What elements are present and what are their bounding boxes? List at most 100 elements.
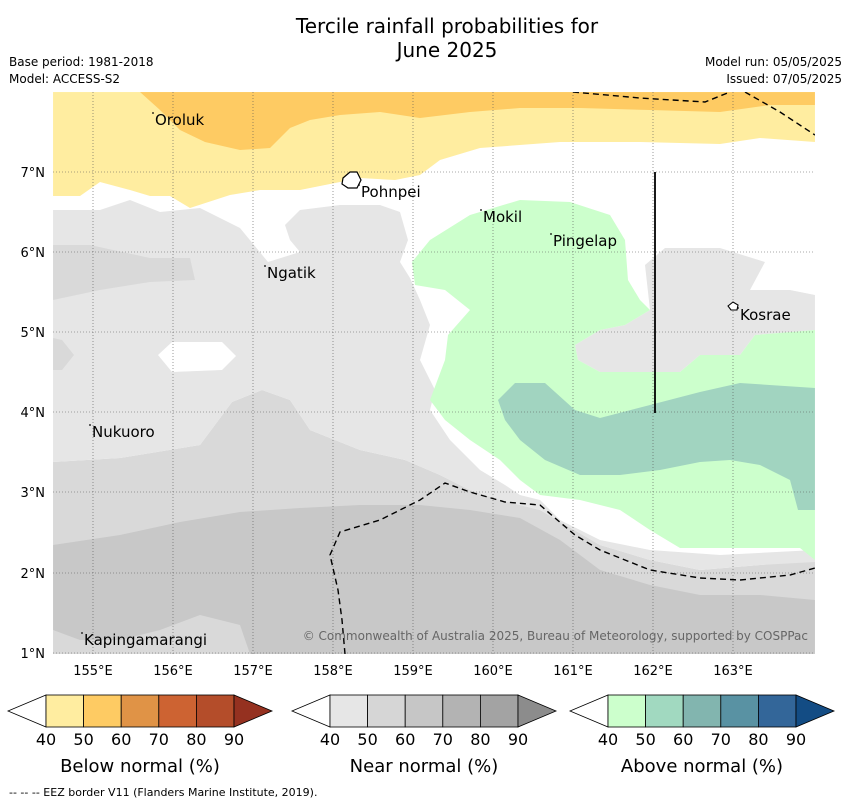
colorbar-tick-label: 70 <box>433 730 453 749</box>
x-tick-label: 162°E <box>633 664 673 679</box>
x-tick-label: 161°E <box>553 664 593 679</box>
colorbar-segment <box>645 694 684 728</box>
colorbar-tick-label: 80 <box>186 730 206 749</box>
y-tick-label: 1°N <box>21 647 46 662</box>
title-line-2: June 2025 <box>396 38 498 62</box>
colorbar-tick-label: 50 <box>73 730 93 749</box>
x-tick-label: 163°E <box>713 664 753 679</box>
colorbar-segment <box>479 694 519 728</box>
place-dot <box>152 112 154 114</box>
colorbar-tick-label: 60 <box>673 730 693 749</box>
copyright-notice: © Commonwealth of Australia 2025, Bureau… <box>303 629 808 643</box>
near-normal-40-region <box>53 200 815 570</box>
colorbar-tick-label: 90 <box>786 730 806 749</box>
colorbar-tick-label: 50 <box>635 730 655 749</box>
colorbar-segment <box>367 694 406 728</box>
white-gap-region <box>158 342 236 372</box>
gridlines <box>53 92 815 654</box>
y-tick-label: 3°N <box>21 486 46 501</box>
map-area: Oroluk Pohnpei Mokil Pingelap Ngatik Kosrae Nu… <box>53 92 815 654</box>
pohnpei-island-outline <box>341 171 362 189</box>
colorbar-tick-label: 50 <box>357 730 377 749</box>
colorbar-tick-label: 80 <box>470 730 490 749</box>
colorbar-segment <box>682 694 722 728</box>
model-name: Model: ACCESS-S2 <box>9 72 121 86</box>
colorbar-upper-extension <box>517 694 558 728</box>
colorbar-tick-label: 90 <box>508 730 528 749</box>
axis-tick-labels: 155°E 156°E 157°E 158°E 159°E 160°E 161°E 162°E… <box>21 166 753 679</box>
near-normal-60-region <box>53 505 815 654</box>
colorbar-lower-extension <box>6 694 47 728</box>
colorbar-upper-extension <box>233 694 274 728</box>
colorbar-segment <box>329 694 368 728</box>
y-tick-label: 2°N <box>21 567 46 582</box>
colorbar-tick-label: 80 <box>748 730 768 749</box>
place-label: Ngatik <box>267 264 316 282</box>
y-tick-label: 5°N <box>21 326 46 341</box>
colorbar-segment <box>607 694 646 728</box>
base-period: Base period: 1981-2018 <box>9 55 154 69</box>
place-label: Pohnpei <box>361 183 421 201</box>
colorbar-segment <box>758 694 797 728</box>
colorbar-tick-label: 40 <box>36 730 56 749</box>
colorbar-segment <box>83 694 122 728</box>
colorbar-title: Below normal (%) <box>60 756 220 777</box>
place-label: Kapingamarangi <box>84 631 207 649</box>
issued-date: Issued: 07/05/2025 <box>726 72 842 86</box>
colorbar-lower-extension <box>568 694 609 728</box>
colorbar-tick-label: 60 <box>111 730 131 749</box>
x-tick-label: 157°E <box>233 664 273 679</box>
near-normal-east-region <box>575 248 815 372</box>
colorbar-segment <box>120 694 160 728</box>
colorbar-tick-label: 70 <box>711 730 731 749</box>
place-dot <box>358 184 360 186</box>
near-normal-edge <box>53 338 74 370</box>
y-tick-label: 4°N <box>21 406 46 421</box>
above-normal-40-region <box>412 200 815 560</box>
place-dot <box>264 265 266 267</box>
colorbar-tick-label: 90 <box>224 730 244 749</box>
colorbar-tick-label: 60 <box>395 730 415 749</box>
colorbar-segment <box>195 694 235 728</box>
meta-right: Model run: 05/05/2025 Issued: 07/05/2025 <box>705 54 842 88</box>
colorbar-segment <box>158 694 197 728</box>
y-tick-label: 6°N <box>21 246 46 261</box>
colorbar-title: Above normal (%) <box>621 756 783 777</box>
map-frame <box>52 91 816 655</box>
place-dot <box>81 632 83 634</box>
colorbar-near: 40 50 60 70 80 90 Near normal (%) <box>290 694 558 777</box>
place-dot <box>737 307 739 309</box>
colorbar-tick-label: 70 <box>149 730 169 749</box>
x-tick-label: 155°E <box>73 664 113 679</box>
place-dot <box>550 233 552 235</box>
place-dot <box>89 424 91 426</box>
below-normal-60-region <box>140 92 815 150</box>
colorbar-segment <box>45 694 84 728</box>
colorbar-segment <box>404 694 444 728</box>
colorbar-segment <box>442 694 481 728</box>
place-label: Oroluk <box>155 111 204 129</box>
colorbar-title: Near normal (%) <box>350 756 499 777</box>
colorbar-upper-extension <box>795 694 836 728</box>
map-title: Tercile rainfall probabilities for June … <box>0 14 850 62</box>
colorbar-lower-extension <box>290 694 331 728</box>
place-dot <box>480 209 482 211</box>
model-run: Model run: 05/05/2025 <box>704 55 842 69</box>
place-label: Mokil <box>483 208 522 226</box>
place-label: Kosrae <box>740 306 791 324</box>
eez-footer-note: -- -- -- EEZ border V11 (Flanders Marine… <box>9 786 318 799</box>
eez-border-north <box>572 92 815 136</box>
eez-border-south <box>329 482 815 654</box>
place-label: Pingelap <box>553 232 617 250</box>
colorbar-tick-label: 40 <box>598 730 618 749</box>
place-label: Nukuoro <box>92 423 155 441</box>
x-tick-label: 159°E <box>393 664 433 679</box>
place-markers: Oroluk Pohnpei Mokil Pingelap Ngatik Kosrae Nu… <box>81 111 791 649</box>
meta-left: Base period: 1981-2018 Model: ACCESS-S2 <box>9 54 154 88</box>
colorbar-tick-label: 40 <box>320 730 340 749</box>
x-tick-label: 156°E <box>153 664 193 679</box>
above-normal-50-region <box>498 383 815 510</box>
